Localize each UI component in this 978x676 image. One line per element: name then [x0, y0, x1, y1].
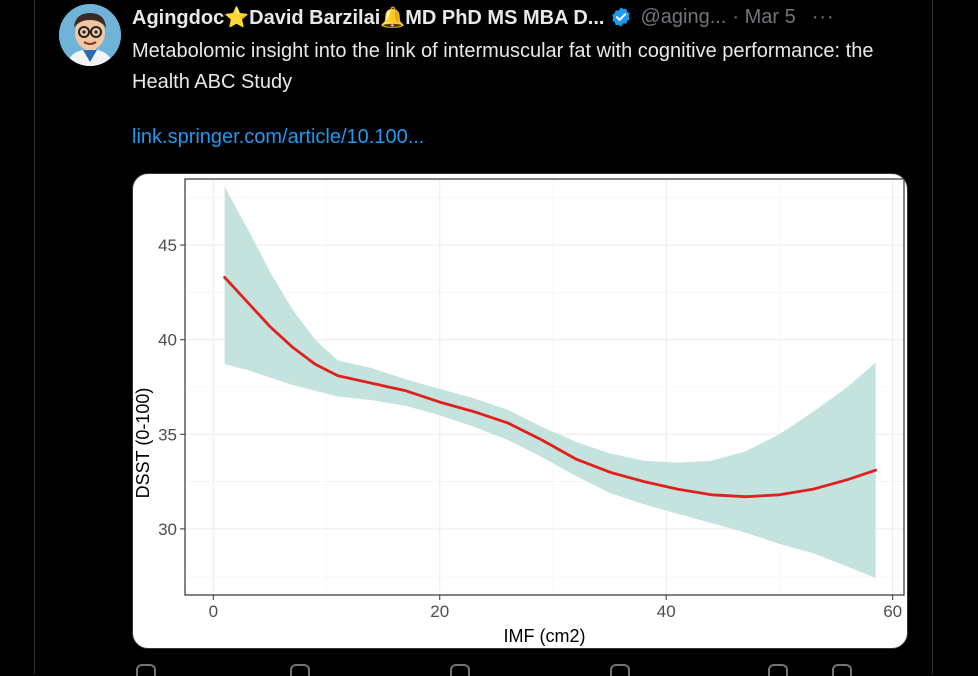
y-tick-label: 35 — [158, 425, 177, 444]
bookmark-icon[interactable] — [768, 664, 788, 676]
tweet-header: Agingdoc⭐David Barzilai🔔MD PhD MS MBA D.… — [132, 4, 912, 30]
chart-image-card[interactable]: 0 20 40 60 30 35 40 45 IMF (cm2) DSST (0-100) — [132, 173, 908, 649]
timeline-right-border — [932, 0, 933, 674]
avatar[interactable] — [59, 4, 121, 66]
article-link[interactable]: link.springer.com/article/10.100... — [132, 126, 425, 148]
bell-emoji: 🔔 — [380, 6, 406, 29]
y-tick-label: 40 — [158, 331, 177, 350]
x-tick-label: 60 — [883, 602, 902, 621]
tweet-action-bar — [132, 664, 892, 676]
retweet-icon[interactable] — [290, 664, 310, 676]
y-tick-label: 45 — [158, 236, 177, 255]
display-name[interactable]: Agingdoc⭐David Barzilai🔔MD PhD MS MBA D.… — [132, 6, 605, 29]
dsst-vs-imf-chart: 0 20 40 60 30 35 40 45 IMF (cm2) DSST (0-100) — [133, 178, 905, 646]
views-icon[interactable] — [610, 664, 630, 676]
x-axis-title: IMF (cm2) — [504, 626, 586, 646]
x-tick-label: 20 — [430, 602, 449, 621]
reply-icon[interactable] — [136, 664, 156, 676]
user-handle[interactable]: @aging... — [640, 5, 727, 28]
confidence-band — [224, 186, 876, 578]
verified-badge-icon — [612, 7, 631, 27]
like-icon[interactable] — [450, 664, 470, 676]
plot-border — [184, 178, 905, 596]
more-icon[interactable]: ··· — [811, 5, 835, 28]
y-tick-label: 30 — [158, 520, 177, 539]
tweet-date[interactable]: · Mar 5 — [732, 5, 796, 28]
tweet-text: Metabolomic insight into the link of int… — [132, 40, 874, 93]
star-emoji: ⭐ — [224, 6, 250, 29]
avatar-cartoon — [59, 4, 121, 66]
timeline-left-border — [34, 0, 35, 674]
share-icon[interactable] — [832, 664, 852, 676]
x-tick-label: 0 — [209, 602, 218, 621]
series-line-0 — [223, 275, 878, 499]
x-tick-label: 40 — [657, 602, 676, 621]
y-axis-title: DSST (0-100) — [133, 388, 153, 499]
